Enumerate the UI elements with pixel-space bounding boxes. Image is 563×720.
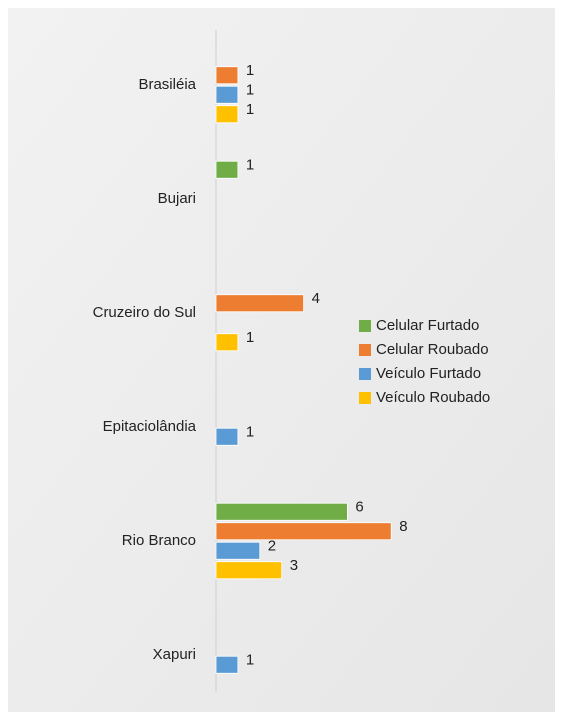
bar <box>215 502 348 521</box>
data-label: 2 <box>268 538 276 555</box>
bar <box>215 294 304 313</box>
bar <box>215 427 239 446</box>
bar <box>215 160 239 179</box>
y-tick-label: Brasiléia <box>138 76 196 93</box>
data-label: 4 <box>312 290 320 307</box>
y-tick-label: Xapuri <box>153 646 196 663</box>
y-tick-label: Rio Branco <box>122 532 196 549</box>
data-label: 1 <box>246 157 254 174</box>
data-label: 1 <box>246 101 254 118</box>
background <box>8 8 555 712</box>
legend-swatch <box>359 392 371 404</box>
y-tick-label: Epitaciolândia <box>103 418 197 435</box>
legend-label: Celular Furtado <box>376 317 479 334</box>
data-label: 1 <box>246 82 254 99</box>
data-label: 1 <box>246 62 254 79</box>
data-label: 1 <box>246 652 254 669</box>
data-label: 3 <box>290 557 298 574</box>
bar <box>215 105 239 124</box>
legend-label: Veículo Furtado <box>376 365 481 382</box>
data-label: 1 <box>246 424 254 441</box>
y-tick-label: Cruzeiro do Sul <box>93 304 196 321</box>
legend-swatch <box>359 320 371 332</box>
bar <box>215 655 239 674</box>
bar <box>215 541 261 560</box>
data-label: 6 <box>355 499 363 516</box>
bar <box>215 561 283 580</box>
data-label: 8 <box>399 518 407 535</box>
bar <box>215 85 239 104</box>
legend-swatch <box>359 368 371 380</box>
legend-label: Celular Roubado <box>376 341 489 358</box>
legend-label: Veículo Roubado <box>376 389 490 406</box>
bar <box>215 522 392 541</box>
bar <box>215 333 239 352</box>
bar <box>215 66 239 85</box>
legend-swatch <box>359 344 371 356</box>
y-tick-label: Bujari <box>158 190 196 207</box>
data-label: 1 <box>246 329 254 346</box>
